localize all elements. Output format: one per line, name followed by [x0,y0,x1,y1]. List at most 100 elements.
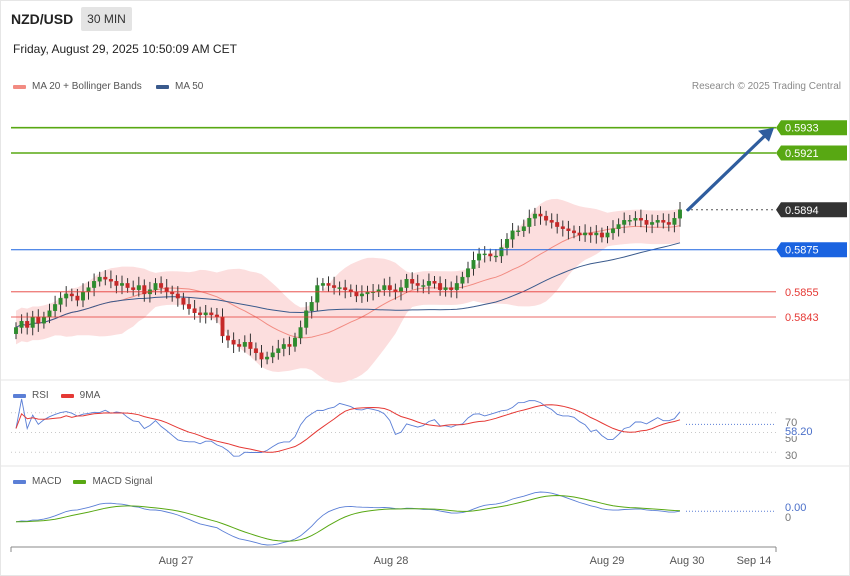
candle-body [521,226,526,232]
bollinger-band [16,198,680,383]
candle-body [320,283,325,286]
candle-body [493,255,498,258]
candle-body [516,230,521,233]
candle-body [276,348,281,354]
candle-body [421,285,426,287]
level-label-0.5894: 0.5894 [785,205,819,217]
candle-body [159,283,164,288]
x-tick-aug28: Aug 28 [374,555,409,567]
candle-body [544,215,549,221]
candle-body [242,342,247,347]
candle-body [142,285,147,295]
candle-body [605,232,610,238]
candle-body [599,232,604,238]
candle-body [209,312,214,316]
candle-body [438,283,443,290]
candle-body [488,253,493,257]
candle-body [354,291,359,297]
candle-body [58,297,63,305]
candle-body [454,283,459,290]
price-levels: 0.5933 0.5921 0.5894 0.5875 0.5855 0.5843 [11,120,847,324]
candle-body [220,316,225,337]
price-panel [13,198,683,383]
candle-body [477,253,482,261]
candle-body [309,302,314,311]
level-tag-0.5894 [776,202,847,218]
candle-body [47,310,52,318]
candle-body [510,230,515,240]
rsi-ma-swatch [60,393,74,398]
candle-body [108,279,113,282]
candle-body [443,287,448,290]
candle-body [92,281,97,288]
macd-legend: MACD MACD Signal [13,476,152,487]
candle-body [382,285,387,290]
candle-body [343,287,348,290]
candle-body [19,321,24,328]
level-label-0.5933: 0.5933 [785,123,819,135]
candle-body [281,344,286,349]
candle-body [192,308,197,314]
rsi-tick-50: 50 [785,433,797,445]
candle-body [164,287,169,293]
candle-body [359,293,364,297]
candle-body [538,213,543,217]
candle-body [661,220,666,223]
macd-signal-legend-label: MACD Signal [92,476,153,487]
candle-body [583,232,588,236]
candle-body [114,281,119,286]
candle-body [499,247,504,257]
x-tick-aug29: Aug 29 [590,555,625,567]
ma20-legend-label: MA 20 + Bollinger Bands [32,81,142,92]
rsi-legend: RSI 9MA [13,390,100,401]
candle-body [410,279,415,284]
candle-body [237,344,242,347]
level-label-0.5855: 0.5855 [785,287,819,299]
ma20-line [15,225,681,339]
candle-body [678,209,683,219]
candle-body [315,285,320,303]
rsi-swatch [13,393,26,398]
candle-body [64,293,69,299]
candle-body [594,232,599,236]
candle-body [270,352,275,358]
candle-body [231,339,236,345]
candle-body [638,217,643,221]
rsi-last-value: 58.20 [785,426,813,438]
ma20-swatch [13,84,26,89]
candle-body [505,238,510,248]
ma50-swatch [156,84,169,89]
forecast-arrow-head [758,127,774,142]
candle-body [86,287,91,293]
candle-body [175,293,180,299]
candle-body [287,344,292,347]
candle-body [97,276,102,282]
macd-last-value: 0.00 [785,502,806,514]
candle-body [432,281,437,284]
x-tick-aug30: Aug 30 [670,555,705,567]
candle-body [611,228,616,234]
candle-body [131,287,136,290]
candle-body [80,291,85,301]
symbol-title: NZD/USD [11,11,74,27]
candle-body [466,268,471,278]
candle-body [555,222,560,227]
candle-body [181,297,186,305]
candle-body [616,224,621,229]
candle-body [259,352,264,360]
rsi-ma-legend-label: 9MA [79,390,101,401]
candle-body [304,310,309,328]
candle-body [198,312,203,316]
candle-body [41,316,46,324]
candle-body [672,217,677,225]
research-credit: Research © 2025 Trading Central [691,81,841,92]
candle-body [125,283,130,288]
candle-body [248,342,253,349]
rsi-tick-30: 30 [785,450,797,462]
macd-tick-0: 0 [785,512,791,524]
timeframe-button[interactable]: 30 MIN [81,7,132,31]
candle-body [186,304,191,309]
candle-body [622,220,627,225]
candle-body [532,213,537,219]
